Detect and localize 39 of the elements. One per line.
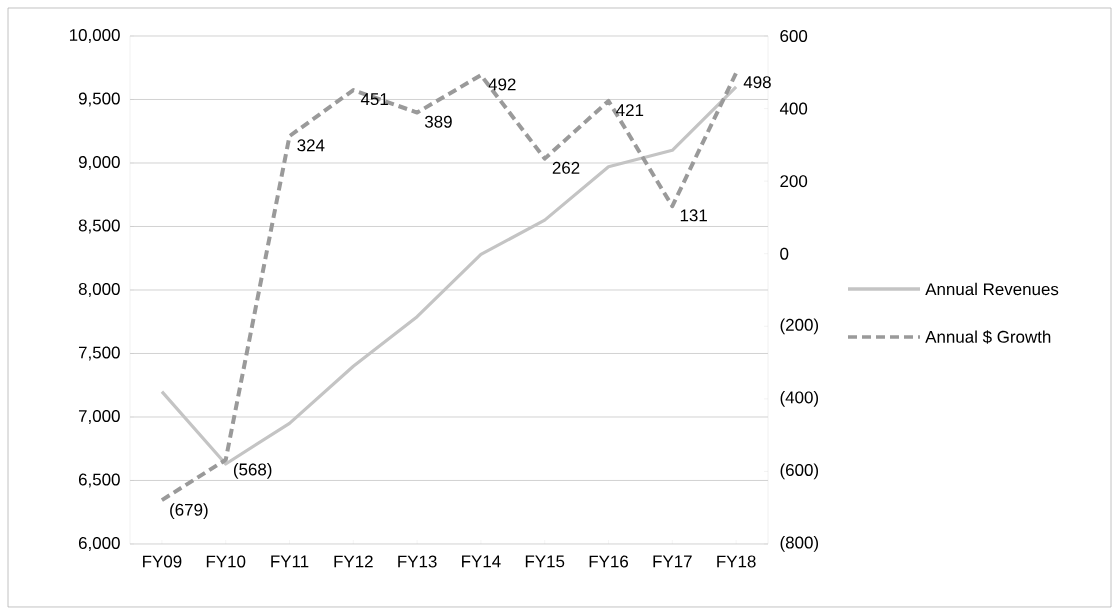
y2-tick-label: (200) <box>780 318 819 335</box>
data-label: 389 <box>424 115 452 128</box>
x-tick-label: FY09 <box>143 555 182 568</box>
x-tick-label: FY10 <box>206 555 246 568</box>
y2-tick-label: 0 <box>780 247 789 260</box>
y-tick-label: 6,500 <box>78 473 120 488</box>
x-tick-label: FY12 <box>334 555 373 568</box>
y-tick-label: 6,000 <box>78 536 120 551</box>
y-tick-label: 9,500 <box>78 92 120 107</box>
x-tick-label: FY17 <box>653 555 692 568</box>
x-tick-label: FY11 <box>271 555 309 568</box>
y2-tick-label: (800) <box>780 536 819 552</box>
legend-label: Annual $ Growth <box>925 330 1051 344</box>
data-label: 131 <box>680 209 707 222</box>
y-tick-label: 8,000 <box>78 282 120 297</box>
x-tick-label: FY18 <box>717 555 756 568</box>
data-label: (568) <box>233 463 272 479</box>
y-tick-label: 7,500 <box>78 346 120 361</box>
data-label: 324 <box>297 139 325 152</box>
y2-tick-label: 400 <box>779 102 808 115</box>
y2-tick-label: (400) <box>780 390 819 407</box>
y-tick-label: 9,000 <box>78 155 120 170</box>
y2-tick-label: 200 <box>780 175 808 188</box>
y2-tick-label: (600) <box>780 463 819 480</box>
data-label: 451 <box>360 93 388 106</box>
data-label: 492 <box>488 78 516 91</box>
x-tick-label: FY13 <box>398 555 437 568</box>
y-tick-label: 8,500 <box>78 219 120 234</box>
y-tick-label: 7,000 <box>78 409 120 424</box>
x-tick-label: FY16 <box>589 555 629 568</box>
x-tick-label: FY14 <box>462 555 501 568</box>
y2-tick-label: 600 <box>780 29 808 42</box>
y-tick-label: 10,000 <box>69 28 120 43</box>
data-label: 262 <box>552 161 580 174</box>
legend-label: Annual Revenues <box>925 282 1059 296</box>
x-tick-label: FY15 <box>525 555 565 568</box>
data-label: (679) <box>170 503 208 520</box>
data-label: 498 <box>743 76 771 89</box>
data-label: 421 <box>616 104 644 116</box>
